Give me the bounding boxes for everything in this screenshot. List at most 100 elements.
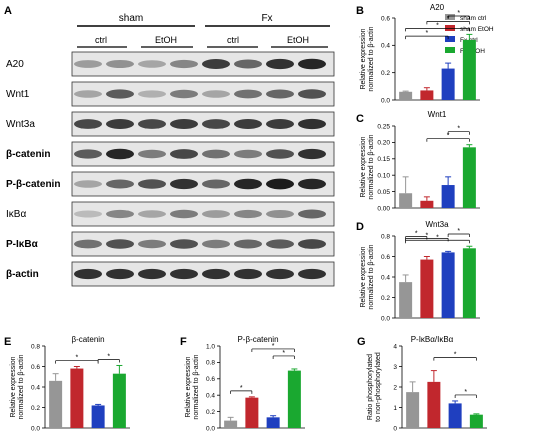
blot-band (106, 209, 134, 219)
bar (441, 68, 455, 100)
significance-star: * (426, 30, 429, 37)
y-axis-label: normalized to β-actin (368, 134, 375, 199)
bar (441, 185, 455, 208)
chart-title: P-IκBα/IκBα (411, 335, 454, 344)
chart-title: Wnt3a (425, 220, 449, 229)
blot-band (202, 268, 230, 280)
blot-band (298, 268, 326, 280)
blot-band (138, 119, 166, 129)
y-tick-label: 0.00 (377, 205, 390, 212)
blot-band (234, 209, 262, 219)
legend-swatch (445, 47, 455, 53)
y-tick-label: 3 (393, 364, 397, 371)
significance-star: * (457, 10, 460, 17)
blot-band (234, 59, 262, 69)
blot-band (202, 119, 230, 129)
blot-strip (71, 201, 335, 227)
blot-row-label: P-IκBα (6, 239, 39, 250)
bar (441, 252, 455, 318)
chart-title: β-catenin (71, 335, 104, 344)
bar (399, 193, 413, 208)
y-axis-label: Relative expression (10, 356, 17, 417)
y-tick-label: 1 (393, 405, 397, 412)
blot-band (298, 58, 326, 70)
blot-band (202, 149, 230, 159)
panel-a: A sham Fx ctrl EtOH ctrl EtOH A20 Wnt1 Wnt… (4, 5, 335, 287)
y-axis-label: normalized to β-actin (368, 244, 375, 309)
bar (469, 414, 483, 428)
condition-label: ctrl (227, 35, 239, 45)
bar (420, 259, 434, 318)
blot-band (234, 89, 262, 99)
chart-panel-c: C Wnt1 0.00 0.05 0.10 0.15 0.20 0.25 Relative ex… (356, 110, 480, 212)
y-tick-label: 0.25 (377, 123, 390, 130)
y-tick-label: 0.05 (377, 189, 390, 196)
chart-panel-g: G P-IκBα/IκBα 0 1 2 3 4 Ratio phosphorylated to … (357, 335, 487, 432)
chart-panel-b: B A20 0.0 0.2 0.4 0.6 Relative expression norma… (356, 3, 480, 104)
blot-band (74, 119, 102, 129)
blot-band (106, 179, 134, 189)
bar (420, 200, 434, 208)
blot-band (266, 149, 294, 159)
y-tick-label: 4 (393, 343, 397, 350)
y-tick-label: 0.4 (381, 43, 390, 50)
bar (399, 282, 413, 318)
blot-band (138, 239, 166, 249)
blot-band (74, 239, 102, 249)
blot-band (170, 89, 198, 99)
y-tick-label: 1.0 (206, 343, 215, 350)
blot-band (106, 60, 134, 68)
significance-star: * (464, 389, 467, 396)
y-axis-label: normalized to β-actin (193, 354, 200, 419)
significance-star: * (107, 353, 110, 360)
blot-band (138, 179, 166, 189)
significance-star: * (282, 350, 285, 357)
y-tick-label: 0.2 (381, 295, 390, 302)
y-tick-label: 0.6 (206, 376, 215, 383)
y-tick-label: 0.20 (377, 140, 390, 147)
bar (49, 380, 63, 428)
bar (462, 248, 476, 318)
bar (462, 39, 476, 100)
blot-row-label: β-actin (6, 269, 39, 280)
chart-panel-d: D Wnt3a 0.0 0.2 0.4 0.6 0.8 Relative expression… (356, 220, 480, 322)
chart-title: P-β-catenin (237, 335, 278, 344)
blot-band (202, 210, 230, 218)
significance-star: * (454, 352, 457, 359)
significance-star: * (457, 228, 460, 235)
blot-band (266, 119, 294, 129)
blot-band (170, 59, 198, 69)
y-tick-label: 0.15 (377, 156, 390, 163)
y-tick-label: 0.4 (381, 274, 390, 281)
blot-band (202, 59, 230, 69)
group-label-sham: sham (119, 13, 143, 24)
significance-star: * (240, 385, 243, 392)
panel-letter: G (357, 336, 366, 348)
legend-swatch (445, 25, 455, 31)
blot-band (202, 179, 230, 189)
significance-star: * (436, 22, 439, 29)
y-tick-label: 0.4 (206, 393, 215, 400)
bar (399, 91, 413, 100)
chart-panel-f: F P-β-catenin 0.0 0.2 0.4 0.6 0.8 1.0 Relative e… (180, 335, 305, 432)
bar (462, 147, 476, 208)
significance-star: * (436, 234, 439, 241)
blot-band (74, 268, 102, 280)
bar (91, 405, 105, 428)
blot-row-label: IκBα (6, 209, 26, 220)
legend-label: sham ctrl (460, 15, 487, 22)
bar (245, 397, 259, 428)
y-tick-label: 0 (393, 425, 397, 432)
panel-letter: F (180, 336, 187, 348)
panel-letter: D (356, 221, 364, 233)
bar (287, 370, 301, 428)
y-axis-label: Ratio phosphorylated (367, 354, 374, 420)
y-tick-label: 0.4 (31, 384, 40, 391)
blot-band (106, 268, 134, 280)
blot-band (266, 58, 294, 70)
panel-letter: E (4, 336, 11, 348)
y-axis-label: normalized to β-actin (18, 354, 25, 419)
bar (224, 420, 238, 428)
blot-band (138, 60, 166, 68)
blot-band (298, 178, 326, 190)
